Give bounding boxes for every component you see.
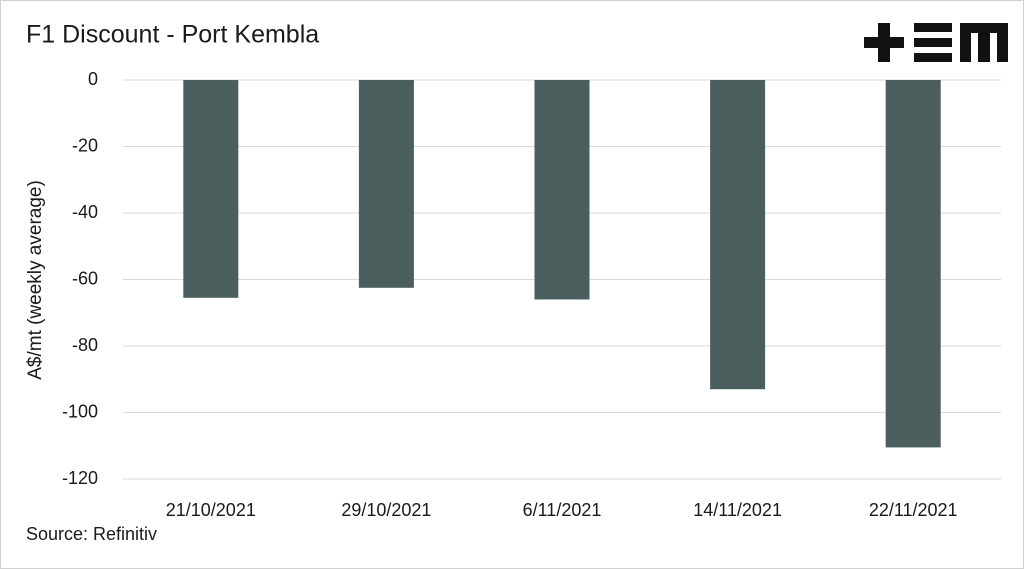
x-tick-label: 29/10/2021 <box>341 500 431 520</box>
y-tick-label: 0 <box>88 69 98 89</box>
bar <box>885 80 941 448</box>
source: Source: Refinitiv <box>26 524 157 544</box>
logo <box>864 23 1008 62</box>
bar <box>534 80 590 300</box>
y-tick-label: -80 <box>72 335 98 355</box>
bar <box>183 80 239 298</box>
chart-title: F1 Discount - Port Kembla <box>26 21 319 49</box>
y-tick-label: -40 <box>72 202 98 222</box>
x-tick-label: 14/11/2021 <box>693 500 782 520</box>
x-tick-label: 21/10/2021 <box>166 500 256 520</box>
y-axis-label: A$/mt (weekly average) <box>25 180 46 380</box>
y-tick-label: -100 <box>62 401 98 421</box>
bar <box>710 80 766 390</box>
y-tick-label: -60 <box>72 268 98 288</box>
bar <box>358 80 414 288</box>
y-tick-label: -20 <box>72 135 98 155</box>
x-tick-label: 6/11/2021 <box>523 500 602 520</box>
y-tick-label: -120 <box>62 468 98 488</box>
x-tick-label: 22/11/2021 <box>869 500 958 520</box>
